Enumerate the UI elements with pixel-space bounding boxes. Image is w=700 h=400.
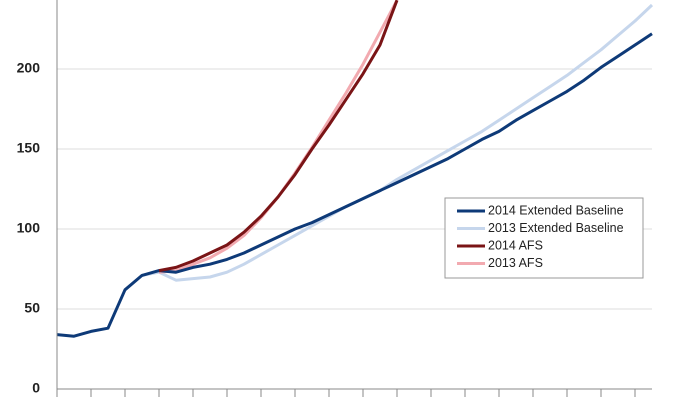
y-tick-label: 200 xyxy=(17,60,41,76)
legend-label: 2013 Extended Baseline xyxy=(488,221,624,235)
series-line xyxy=(57,32,653,338)
axes: 0 50 100 150 200 xyxy=(17,0,652,397)
y-tick-label: 0 xyxy=(32,380,40,396)
y-tick-label: 100 xyxy=(17,220,41,236)
series-line xyxy=(141,3,654,282)
y-tick-label: 50 xyxy=(24,300,40,316)
legend-label: 2014 Extended Baseline xyxy=(488,203,624,217)
series-line xyxy=(158,0,399,274)
legend: 2014 Extended Baseline 2013 Extended Base… xyxy=(444,197,644,279)
legend-label: 2013 AFS xyxy=(488,256,543,270)
legend-label: 2014 AFS xyxy=(488,238,543,252)
y-tick-label: 150 xyxy=(17,140,41,156)
series-line xyxy=(158,0,399,273)
plot-area xyxy=(57,0,654,338)
